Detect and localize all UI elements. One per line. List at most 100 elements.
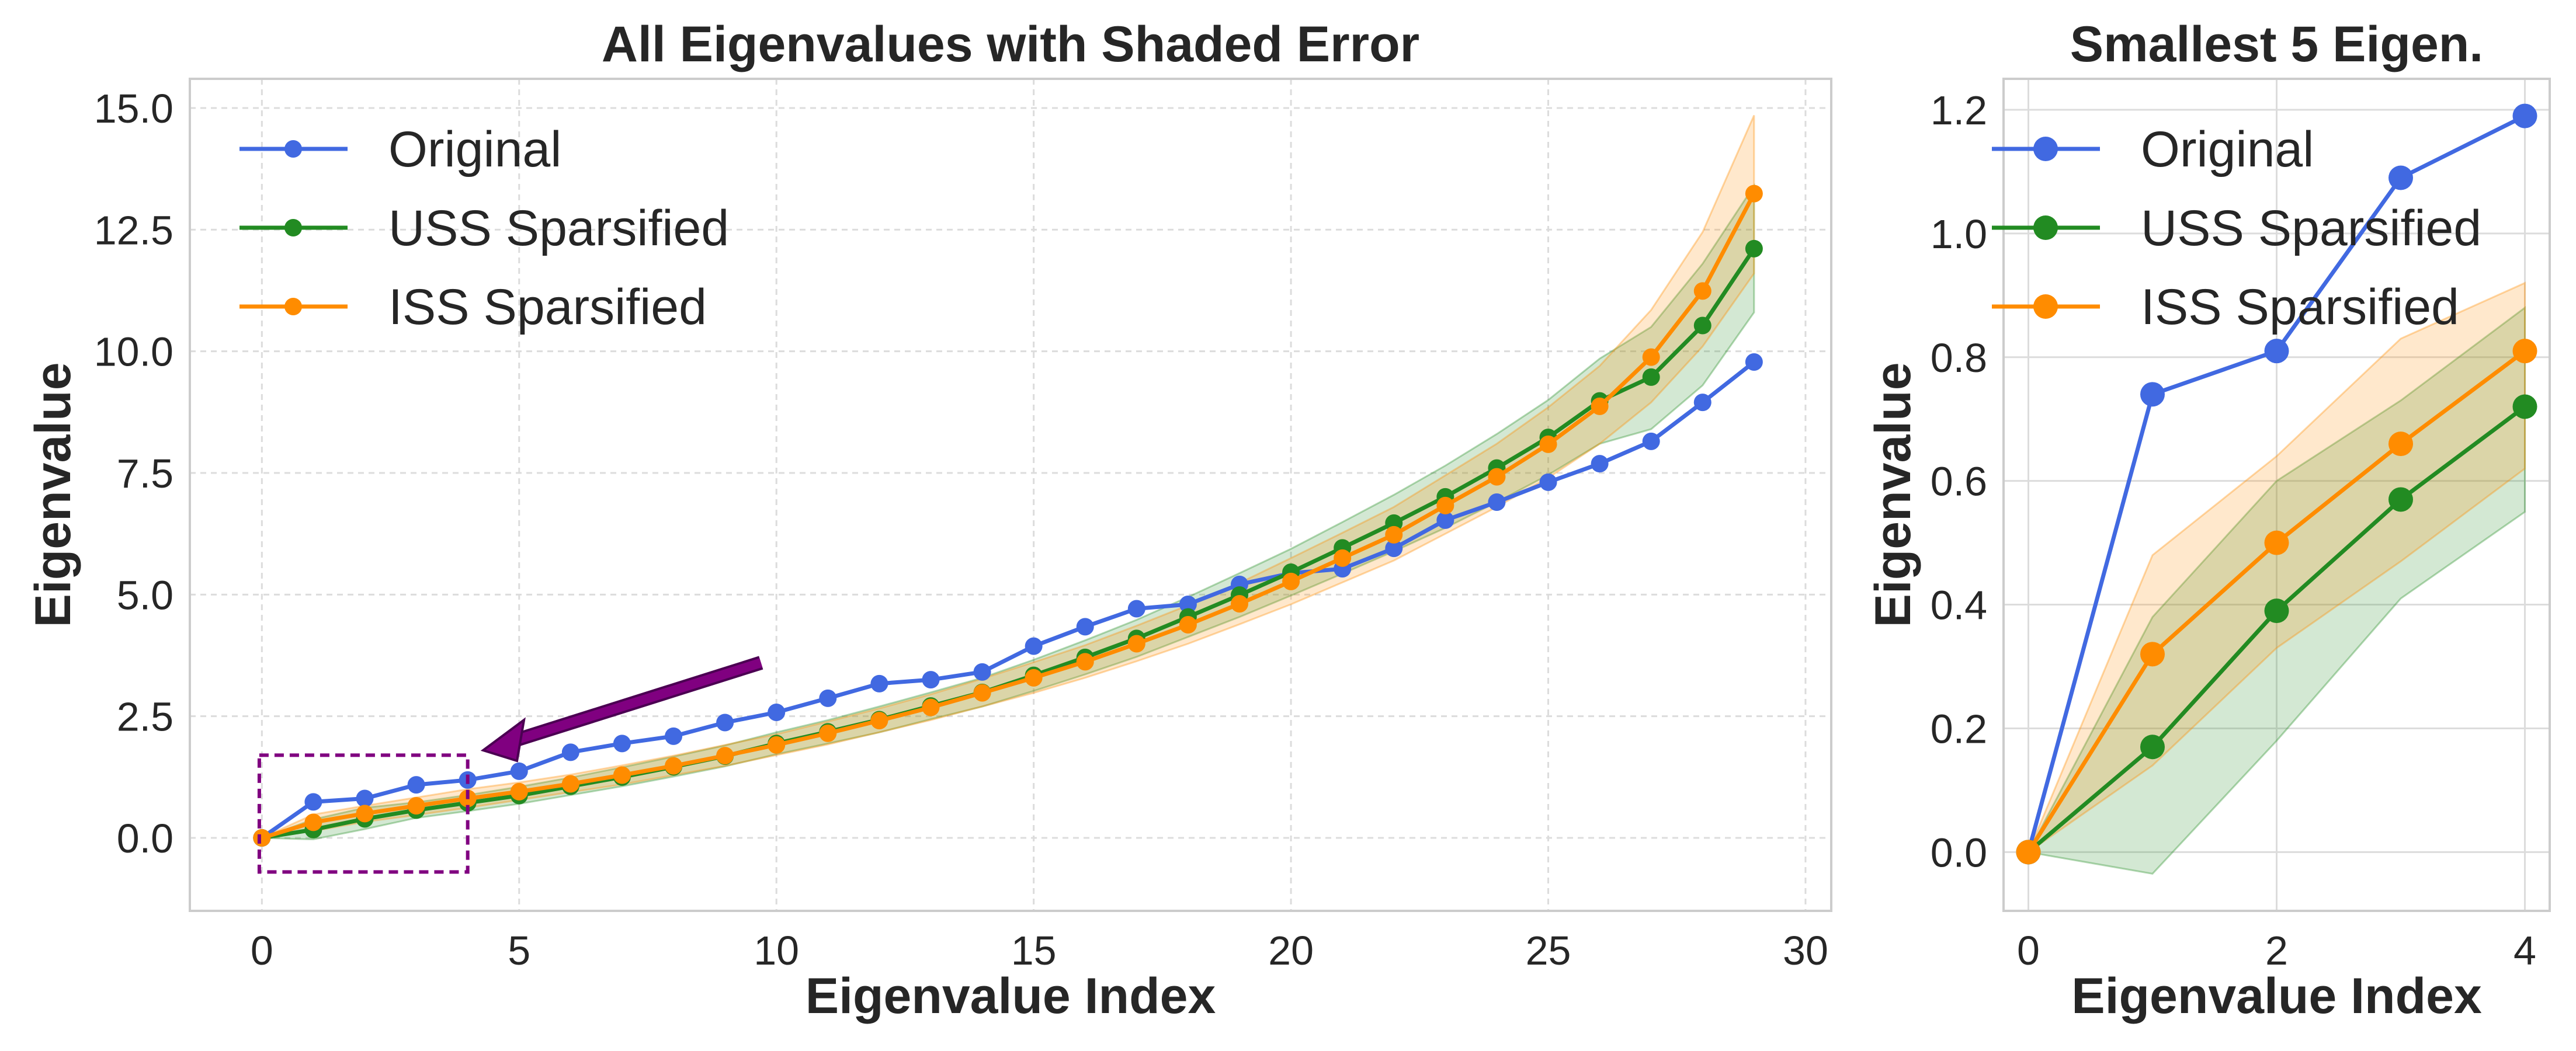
data-point-iss xyxy=(613,766,631,784)
x-tick-label: 2 xyxy=(2265,928,2288,973)
data-point-uss xyxy=(2264,598,2289,624)
y-tick-label: 1.0 xyxy=(1931,211,1987,257)
data-point-iss xyxy=(1591,397,1609,415)
legend: Original USS Sparsified ISS Sparsified xyxy=(1992,121,2481,335)
legend-item-uss: USS Sparsified xyxy=(239,200,729,256)
x-axis-label: Eigenvalue Index xyxy=(2071,968,2482,1024)
y-tick-label: 0.0 xyxy=(117,816,173,861)
data-point-iss xyxy=(1076,653,1094,671)
y-axis-label: Eigenvalue xyxy=(25,362,81,627)
data-point-original xyxy=(2264,339,2289,364)
data-point-iss xyxy=(1282,572,1300,590)
data-point-iss xyxy=(253,829,271,847)
data-point-original xyxy=(407,776,425,794)
data-point-iss xyxy=(1436,496,1454,514)
plot-frame xyxy=(2002,78,2551,912)
data-point-uss xyxy=(2388,487,2413,512)
data-point-iss xyxy=(1334,549,1352,567)
data-point-original xyxy=(2140,382,2165,407)
data-point-uss xyxy=(1745,239,1763,257)
y-tick-label: 0.4 xyxy=(1931,583,1987,628)
data-point-iss xyxy=(510,782,528,801)
data-point-iss xyxy=(922,698,940,716)
zoom-box xyxy=(257,753,470,874)
data-point-original xyxy=(1591,455,1609,473)
data-point-original xyxy=(665,727,683,745)
data-point-original xyxy=(819,689,837,707)
data-point-original xyxy=(561,743,579,761)
legend-label: USS Sparsified xyxy=(2141,200,2481,256)
y-tick-label: 15.0 xyxy=(94,86,173,131)
data-point-iss xyxy=(973,684,991,702)
data-point-iss xyxy=(407,797,425,815)
data-point-original xyxy=(1025,637,1043,655)
x-tick-label: 10 xyxy=(754,928,799,973)
data-point-uss xyxy=(1693,316,1711,335)
tick-labels: 0 5 10 15 20 25 30 0.0 2.5 5.0 7.5 10.0 12.5 15.0 xyxy=(94,86,1828,973)
x-tick-label: 5 xyxy=(508,928,530,973)
data-point-iss xyxy=(1745,185,1763,203)
data-point-iss xyxy=(2264,530,2289,555)
y-tick-label: 10.0 xyxy=(94,329,173,375)
data-point-uss xyxy=(2512,394,2537,419)
data-point-iss xyxy=(768,736,786,754)
y-tick-label: 2.5 xyxy=(117,694,173,740)
data-point-original xyxy=(1488,493,1506,511)
data-point-original xyxy=(1745,353,1763,371)
arrow-head xyxy=(480,717,526,763)
legend-item-original: Original xyxy=(1992,121,2314,178)
data-point-original xyxy=(973,663,991,681)
y-tick-label: 0.8 xyxy=(1931,335,1987,381)
data-point-original xyxy=(768,704,786,721)
legend-label: ISS Sparsified xyxy=(388,279,707,335)
tick-labels: 0 2 4 0.0 0.2 0.4 0.6 0.8 1.0 1.2 xyxy=(1931,88,2536,973)
x-axis-label: Eigenvalue Index xyxy=(806,968,1216,1024)
y-axis-label: Eigenvalue xyxy=(1865,362,1921,627)
data-point-original xyxy=(613,735,631,753)
data-point-original xyxy=(1693,394,1711,412)
data-point-original xyxy=(2388,165,2413,190)
legend-swatch-marker xyxy=(284,219,302,236)
grid xyxy=(190,79,1831,911)
x-tick-label: 25 xyxy=(1526,928,1571,973)
data-point-original xyxy=(356,789,374,808)
data-point-iss xyxy=(1488,468,1506,486)
data-point-original xyxy=(870,674,888,692)
error-band-iss xyxy=(2026,281,2526,855)
arrow-shaft xyxy=(508,658,763,747)
legend-swatch-marker xyxy=(284,298,302,315)
legend-label: Original xyxy=(388,121,561,178)
data-point-original xyxy=(1076,618,1094,636)
chart-title: All Eigenvalues with Shaded Error xyxy=(602,16,1419,72)
y-tick-label: 1.2 xyxy=(1931,88,1987,133)
data-point-iss xyxy=(304,813,322,831)
data-point-original xyxy=(1179,596,1197,613)
y-tick-label: 12.5 xyxy=(94,207,173,253)
data-point-uss xyxy=(2140,735,2165,760)
data-point-original xyxy=(1539,473,1557,491)
data-area xyxy=(253,114,1763,847)
y-tick-label: 7.5 xyxy=(117,451,173,496)
data-point-iss xyxy=(2388,431,2413,457)
x-tick-label: 15 xyxy=(1011,928,1057,973)
data-area xyxy=(2016,103,2537,875)
legend-swatch-marker xyxy=(2033,215,2058,240)
data-point-original xyxy=(1385,540,1403,558)
legend-swatch-marker xyxy=(284,140,302,158)
data-point-original xyxy=(1127,600,1145,618)
data-point-iss xyxy=(1025,669,1043,687)
legend-item-iss: ISS Sparsified xyxy=(239,279,707,335)
x-tick-label: 4 xyxy=(2513,928,2536,973)
legend: Original USS Sparsified ISS Sparsified xyxy=(239,121,729,335)
data-point-original xyxy=(1642,432,1660,450)
data-point-iss xyxy=(2140,642,2165,667)
legend-item-iss: ISS Sparsified xyxy=(1992,279,2459,335)
x-tick-label: 20 xyxy=(1268,928,1314,973)
legend-label: Original xyxy=(2141,121,2314,178)
data-point-iss xyxy=(665,757,683,775)
data-point-iss xyxy=(1127,635,1145,653)
data-point-iss xyxy=(1385,526,1403,544)
legend-item-original: Original xyxy=(239,121,561,178)
data-point-iss xyxy=(1642,348,1660,366)
